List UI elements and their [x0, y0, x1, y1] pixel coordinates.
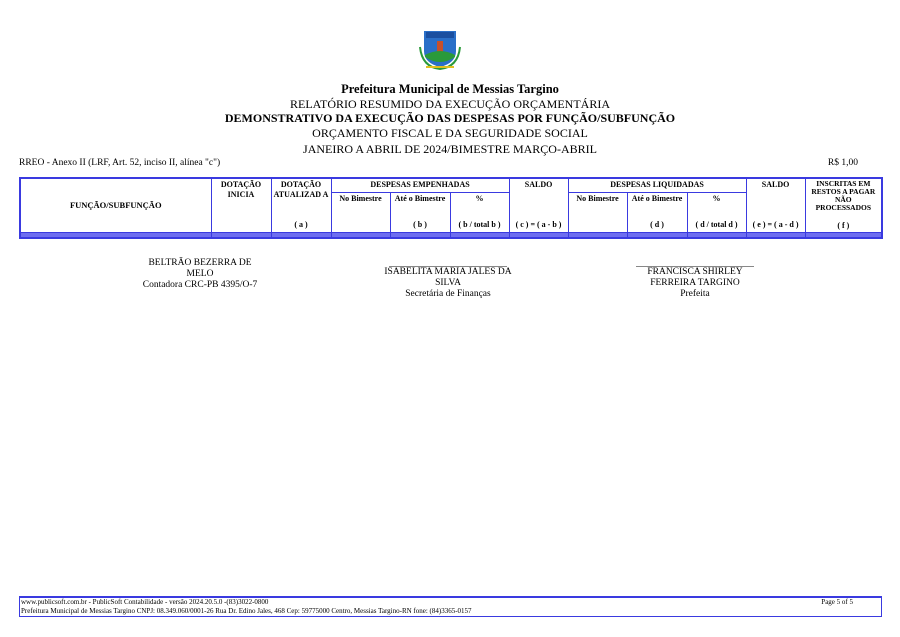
header-emp-pct: % ( b / total b ) [449, 191, 510, 233]
page-footer: www.publicsoft.com.br - PublicSoft Conta… [19, 596, 882, 617]
signature-mayor: FRANCISCA SHIRLEY FERREIRA TARGINO Prefe… [635, 266, 755, 300]
ate-bimestre-label: Até o Bimestre [631, 193, 683, 203]
expense-table: FUNÇÃO/SUBFUNÇÃO DOTAÇÃO INICIA DOTAÇÃO … [19, 177, 884, 239]
signature-line [636, 266, 754, 267]
code-a: ( a ) [294, 219, 308, 229]
no-bimestre-label: No Bimestre [576, 193, 619, 203]
pct-label: % [475, 193, 484, 203]
header-empenhadas: DESPESAS EMPENHADAS [330, 177, 510, 193]
code-c: ( c ) = ( a - b ) [515, 219, 562, 229]
header-liq-ate-bimestre: Até o Bimestre ( d ) [626, 191, 688, 233]
header-inscritas: INSCRITAS EM RESTOS A PAGAR NÃO PROCESSA… [804, 177, 883, 233]
header-dotacao-atualizada-label: DOTAÇÃO ATUALIZAD A [273, 180, 329, 199]
report-subtitle: ORÇAMENTO FISCAL E DA SEGURIDADE SOCIAL [312, 126, 588, 140]
footer-software: www.publicsoft.com.br - PublicSoft Conta… [21, 598, 269, 606]
header-dotacao-inicial: DOTAÇÃO INICIA [210, 177, 272, 233]
report-name: RELATÓRIO RESUMIDO DA EXECUÇÃO ORÇAMENTÁ… [289, 97, 610, 111]
signature-finance-secretary: ISABELITA MARIA JALES DA SILVA Secretári… [378, 266, 518, 300]
header-liq-no-bimestre: No Bimestre [567, 191, 628, 233]
ate-bimestre-label: Até o Bimestre [394, 193, 446, 203]
footer-address: Prefeitura Municipal de Messias Targino … [21, 607, 472, 615]
page-number: Page 5 of 5 [821, 598, 853, 606]
legal-reference: RREO - Anexo II (LRF, Art. 52, inciso II… [19, 158, 221, 168]
code-e: ( e ) = ( a - d ) [752, 219, 799, 229]
header-liquidadas: DESPESAS LIQUIDADAS [567, 177, 747, 193]
report-title: DEMONSTRATIVO DA EXECUÇÃO DAS DESPESAS P… [224, 111, 676, 125]
header-dotacao-atualizada: DOTAÇÃO ATUALIZAD A ( a ) [270, 177, 332, 233]
report-period: JANEIRO A ABRIL DE 2024/BIMESTRE MARÇO-A… [303, 142, 597, 156]
code-d-pct: ( d / total d ) [695, 219, 738, 229]
signature-name: FRANCISCA SHIRLEY FERREIRA TARGINO [647, 267, 743, 288]
currency-unit: R$ 1,00 [827, 158, 858, 168]
no-bimestre-label: No Bimestre [339, 193, 382, 203]
header-emp-no-bimestre: No Bimestre [330, 191, 391, 233]
header-funcao: FUNÇÃO/SUBFUNÇÃO [19, 177, 212, 233]
code-f: ( f ) [837, 220, 850, 230]
signature-role: Prefeita [680, 289, 710, 299]
saldo-label: SALDO [761, 180, 790, 189]
org-name: Prefeitura Municipal de Messias Targino [341, 82, 559, 96]
header-liq-pct: % ( d / total d ) [686, 191, 747, 233]
code-b-pct: ( b / total b ) [458, 219, 501, 229]
table-total-bar [19, 231, 883, 238]
signature-name: BELTRÃO BEZERRA DE MELO [148, 258, 252, 279]
pct-label: % [712, 193, 721, 203]
code-d: ( d ) [650, 219, 664, 229]
municipal-coat-of-arms-logo [419, 31, 461, 71]
header-saldo-e: SALDO ( e ) = ( a - d ) [745, 177, 806, 233]
code-b: ( b ) [413, 219, 427, 229]
header-emp-ate-bimestre: Até o Bimestre ( b ) [389, 191, 451, 233]
signature-role: Secretária de Finanças [405, 289, 491, 299]
signature-role: Contadora CRC-PB 4395/O-7 [142, 280, 258, 290]
signature-name: ISABELITA MARIA JALES DA SILVA [384, 267, 512, 288]
saldo-label: SALDO [524, 180, 553, 189]
signature-accountant: BELTRÃO BEZERRA DE MELO Contadora CRC-PB… [140, 258, 260, 291]
signature-line [389, 266, 507, 267]
header-saldo-c: SALDO ( c ) = ( a - b ) [508, 177, 569, 233]
inscritas-label: INSCRITAS EM RESTOS A PAGAR NÃO PROCESSA… [811, 179, 876, 212]
